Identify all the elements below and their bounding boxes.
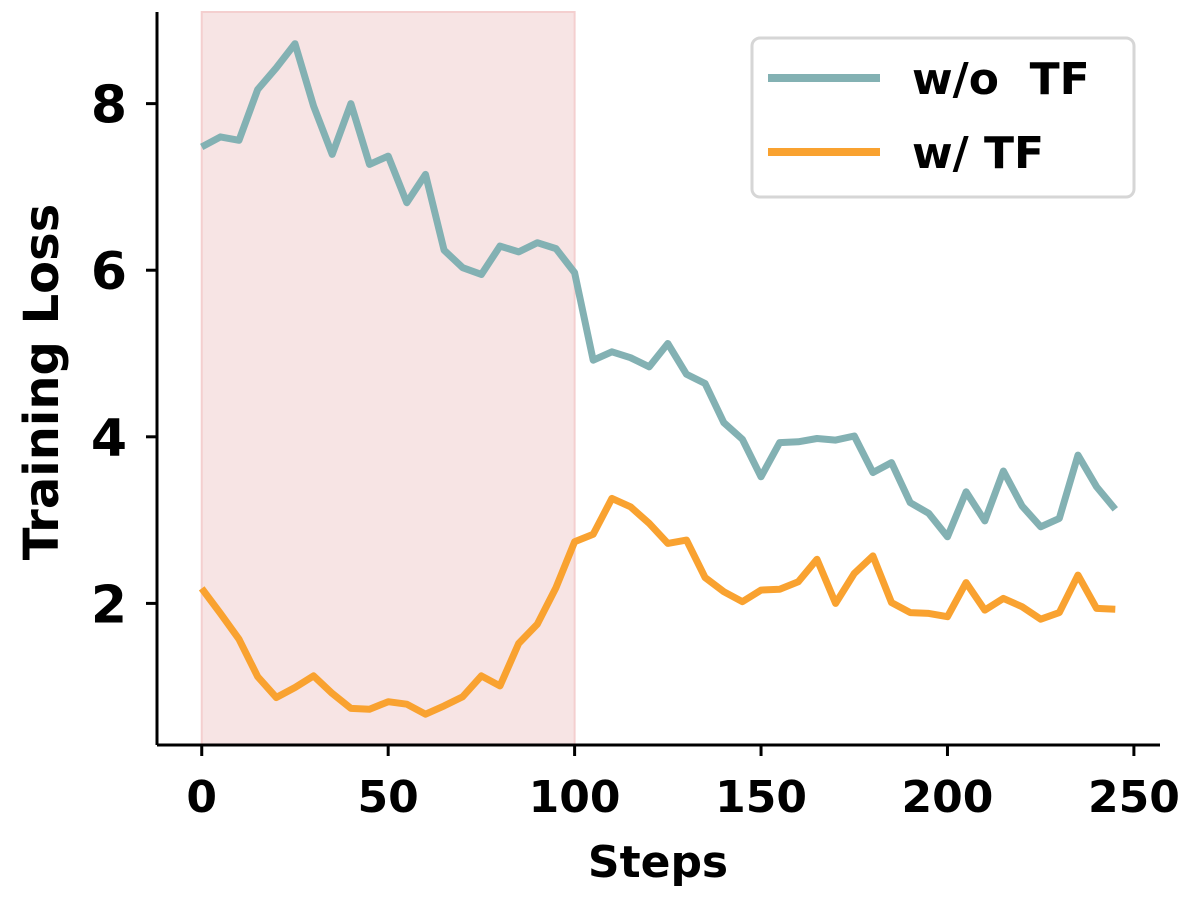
x-tick-label: 50 <box>358 772 419 823</box>
legend-label-w-tf: w/ TF <box>912 128 1044 179</box>
y-tick-label: 2 <box>91 575 127 635</box>
highlight-region <box>200 11 576 746</box>
x-ticks: 0 50 100 150 200 250 <box>186 745 1180 823</box>
y-tick-label: 6 <box>91 242 127 302</box>
series-line-w-tf <box>198 494 1116 718</box>
series-layer <box>198 40 1118 718</box>
y-tick-label: 8 <box>91 76 127 136</box>
x-tick-label: 0 <box>186 772 217 823</box>
x-tick-label: 200 <box>902 772 994 823</box>
x-tick-label: 250 <box>1088 772 1180 823</box>
axes-layer <box>155 12 1160 747</box>
series-line-wo-tf <box>200 40 1118 541</box>
x-axis-title: Steps <box>588 837 728 888</box>
legend: w/o TF w/ TF <box>750 36 1136 199</box>
y-ticks: 2 4 6 8 <box>91 76 157 635</box>
y-tick-label: 4 <box>91 409 127 469</box>
highlight-region-layer <box>200 11 576 746</box>
legend-label-wo-tf: w/o TF <box>912 54 1090 105</box>
x-tick-label: 150 <box>715 772 807 823</box>
y-axis-title: Training Loss <box>14 204 70 561</box>
x-tick-label: 100 <box>529 772 621 823</box>
